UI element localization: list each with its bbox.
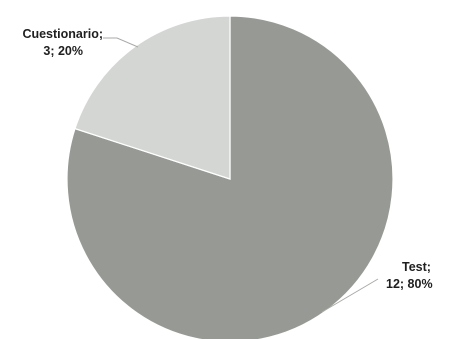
leader-line-cuestionario (103, 37, 139, 48)
data-label-cuestionario-value: 3; 20% (43, 44, 83, 58)
leader-lines (103, 37, 379, 313)
pie-slices (66, 15, 394, 339)
pie-slice-cuestionario (74, 15, 231, 180)
leader-line-test (321, 278, 379, 313)
data-label-test-value: 12; 80% (386, 277, 433, 291)
data-label-test-name: Test; (402, 260, 431, 274)
data-label-cuestionario-name: Cuestionario; (22, 27, 103, 41)
data-labels: Cuestionario; 3; 20% Test; 12; 80% (22, 27, 432, 291)
pie-slice-test (66, 15, 394, 339)
